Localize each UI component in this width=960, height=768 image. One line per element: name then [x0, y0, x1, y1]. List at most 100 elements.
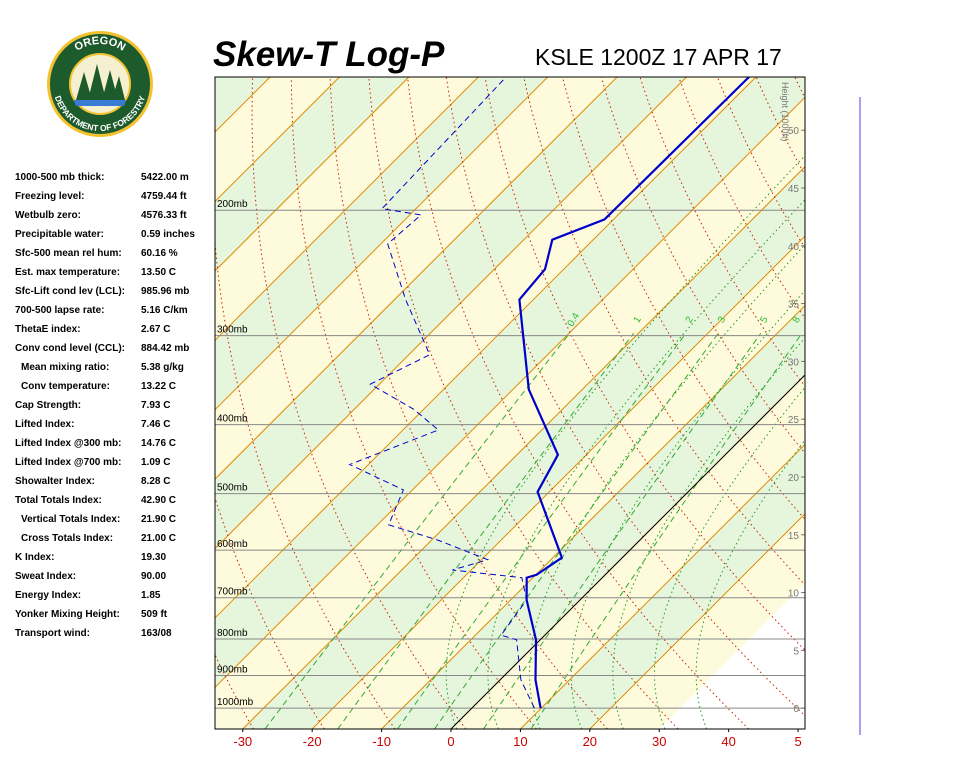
moist-adiabat: [445, 154, 805, 729]
stat-label: Conv cond level (CCL):: [15, 343, 125, 354]
dry-adiabat: [872, 77, 960, 729]
x-tick-label: -30: [233, 734, 252, 749]
stat-value: 2.67 C: [141, 324, 170, 335]
stat-label: 700-500 lapse rate:: [15, 305, 105, 316]
y-tick-label: 200mb: [217, 199, 248, 210]
logo-top-text: OREGON: [73, 35, 128, 54]
stat-value: 985.96 mb: [141, 286, 189, 297]
stat-value: 21.00 C: [141, 533, 176, 544]
dry-adiabat: [950, 77, 960, 729]
stat-label: Sweat Index:: [15, 571, 76, 582]
stat-value: 13.22 C: [141, 381, 176, 392]
stat-label: Lifted Index:: [15, 419, 74, 430]
stat-label: Freezing level:: [15, 191, 84, 202]
isotherm-band: [215, 97, 805, 729]
stat-value: 1.09 C: [141, 457, 170, 468]
temperature-line: [518, 77, 750, 709]
y-tick-label: 700mb: [217, 587, 248, 598]
stat-value: 14.76 C: [141, 438, 176, 449]
stat-value: 42.90 C: [141, 495, 176, 506]
dry-adiabat: [911, 77, 960, 729]
mixing-ratio-label: 2: [684, 314, 697, 325]
y-tick-label: 600mb: [217, 539, 248, 550]
stat-label: Wetbulb zero:: [15, 210, 81, 221]
mixing-ratio-line: [337, 332, 634, 729]
height-tick-label: 5: [793, 646, 799, 657]
stat-label: Yonker Mixing Height:: [15, 609, 120, 620]
stat-value: 13.50 C: [141, 267, 176, 278]
dry-adiabat: [794, 77, 805, 100]
x-tick-label: 5: [794, 734, 801, 749]
isotherm: [381, 304, 805, 729]
plot-frame: [214, 76, 806, 730]
chart-subtitle: KSLE 1200Z 17 APR 17: [535, 44, 782, 70]
isotherm: [215, 77, 479, 342]
height-tick-label: 50: [788, 126, 800, 137]
x-tick-label: 0: [447, 734, 454, 749]
stat-value: 5422.00 m: [141, 172, 189, 183]
stat-label: Cross Totals Index:: [21, 533, 113, 544]
isotherm: [215, 96, 805, 689]
dry-adiabat: [215, 237, 396, 729]
height-tick-label: 30: [788, 357, 800, 368]
stat-value: 21.90 C: [141, 514, 176, 525]
isotherm: [242, 166, 805, 729]
height-tick-label: 40: [788, 242, 800, 253]
mixing-ratio-line: [264, 332, 571, 729]
stat-value: 0.59 inches: [141, 229, 195, 240]
height-tick-label: 0: [793, 704, 799, 715]
isotherm: [215, 77, 757, 619]
stat-label: Cap Strength:: [15, 400, 81, 411]
stat-label: Showalter Index:: [15, 476, 95, 487]
stat-label: K Index:: [15, 552, 54, 563]
dry-adiabat: [329, 77, 608, 729]
stat-label: Conv temperature:: [21, 381, 110, 392]
stat-label: Vertical Totals Index:: [21, 514, 120, 525]
x-tick-label: -20: [303, 734, 322, 749]
stat-label: ThetaE index:: [15, 324, 81, 335]
isotherm: [520, 443, 805, 729]
stat-label: Sfc-500 mean rel hum:: [15, 248, 122, 259]
isotherm: [589, 513, 805, 729]
x-tick-label: 40: [721, 734, 735, 749]
stat-value: 4759.44 ft: [141, 191, 187, 202]
stat-label: Lifted Index @700 mb:: [15, 457, 121, 468]
height-tick-label: 10: [788, 589, 800, 600]
stat-value: 884.42 mb: [141, 343, 189, 354]
stat-label: Sfc-Lift cond lev (LCL):: [15, 286, 125, 297]
y-tick-label: 800mb: [217, 628, 248, 639]
moist-adiabat: [612, 337, 805, 729]
stat-value: 509 ft: [141, 609, 168, 620]
mixing-ratio-label: 5: [758, 314, 771, 325]
stat-value: 7.46 C: [141, 419, 170, 430]
height-tick-label: 15: [788, 531, 800, 542]
mixing-ratio-line: [483, 333, 762, 729]
isotherm: [215, 77, 618, 480]
stat-value: 163/08: [141, 628, 172, 639]
dry-adiabat: [523, 77, 805, 586]
dry-adiabat: [678, 77, 805, 319]
dry-adiabat: [562, 77, 805, 520]
stat-value: 8.28 C: [141, 476, 170, 487]
height-tick-label: 45: [788, 184, 800, 195]
height-tick-label: 20: [788, 473, 800, 484]
logo: OREGON DEPARTMENT OF FORESTRY: [47, 31, 153, 137]
x-tick-label: 10: [513, 734, 527, 749]
height-tick-label: 25: [788, 415, 800, 426]
height-axis-label: Height (1000ft): [780, 82, 790, 142]
x-tick-label: 30: [652, 734, 666, 749]
chart-title: Skew-T Log-P: [213, 35, 445, 74]
plot-area: [215, 77, 805, 729]
dewpoint-line: [348, 77, 535, 709]
height-tick-label: 35: [788, 300, 800, 311]
isotherm: [311, 235, 805, 729]
plot-overlay: 0.4 1 2 3 5 81000mb900mb800mb700mb600mb500mb4…: [217, 82, 805, 749]
isotherm: [215, 77, 340, 203]
stat-label: 1000-500 mb thick:: [15, 172, 105, 183]
stat-label: Transport wind:: [15, 628, 90, 639]
stat-label: Lifted Index @300 mb:: [15, 438, 121, 449]
isotherm: [215, 77, 410, 272]
logo-trees: [76, 64, 125, 100]
zero-isotherm: [450, 374, 805, 729]
